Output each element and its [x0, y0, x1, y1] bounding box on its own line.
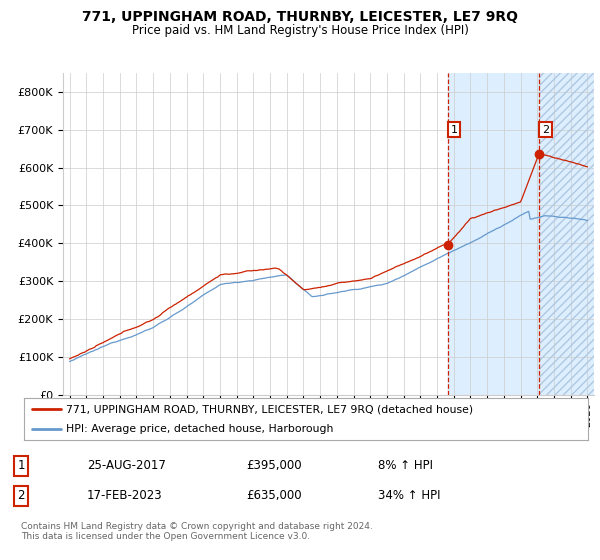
- Text: 2: 2: [542, 125, 549, 134]
- Text: 25-AUG-2017: 25-AUG-2017: [87, 459, 166, 472]
- Text: HPI: Average price, detached house, Harborough: HPI: Average price, detached house, Harb…: [66, 424, 334, 434]
- Text: 8% ↑ HPI: 8% ↑ HPI: [378, 459, 433, 472]
- Text: Price paid vs. HM Land Registry's House Price Index (HPI): Price paid vs. HM Land Registry's House …: [131, 24, 469, 36]
- Text: £395,000: £395,000: [246, 459, 302, 472]
- Text: 2: 2: [17, 489, 25, 502]
- Text: 34% ↑ HPI: 34% ↑ HPI: [378, 489, 440, 502]
- Text: 771, UPPINGHAM ROAD, THURNBY, LEICESTER, LE7 9RQ (detached house): 771, UPPINGHAM ROAD, THURNBY, LEICESTER,…: [66, 404, 473, 414]
- Bar: [448, 73, 600, 395]
- Bar: [539, 73, 600, 395]
- Text: £635,000: £635,000: [246, 489, 302, 502]
- Text: 1: 1: [17, 459, 25, 472]
- Text: 1: 1: [451, 125, 457, 134]
- Text: 771, UPPINGHAM ROAD, THURNBY, LEICESTER, LE7 9RQ: 771, UPPINGHAM ROAD, THURNBY, LEICESTER,…: [82, 10, 518, 24]
- Text: 17-FEB-2023: 17-FEB-2023: [87, 489, 163, 502]
- Text: Contains HM Land Registry data © Crown copyright and database right 2024.
This d: Contains HM Land Registry data © Crown c…: [21, 522, 373, 542]
